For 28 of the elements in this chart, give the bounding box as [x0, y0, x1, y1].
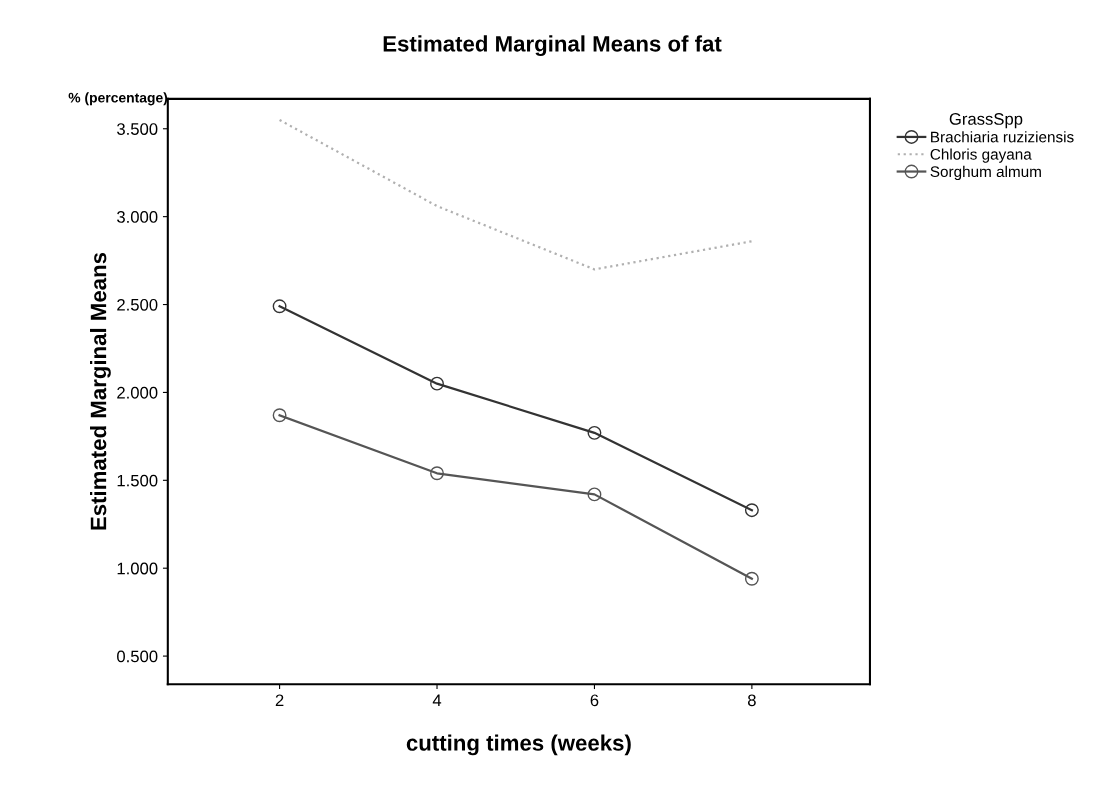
- y-axis-title: Estimated Marginal Means: [90, 252, 111, 530]
- point: [587, 425, 602, 440]
- x-axis-title: cutting times (weeks): [406, 734, 631, 756]
- y-tick-label: 1.500: [117, 474, 158, 487]
- x-tick-label: 4: [432, 694, 442, 707]
- y-tick-label: 1.000: [117, 562, 158, 575]
- y-tick-label: 2.000: [117, 386, 158, 399]
- x-tick-label: 8: [747, 694, 756, 707]
- x-tick-label: 2: [275, 694, 284, 707]
- line-series: [278, 118, 753, 271]
- point: [272, 299, 287, 314]
- text: % (percentage): [68, 92, 168, 106]
- legend-title: GrassSpp: [949, 113, 1023, 129]
- y-tick-label: 3.000: [117, 211, 158, 223]
- y-tick-label: 2.500: [117, 298, 158, 311]
- chart-title: Estimated Marginal Means of fat: [383, 35, 722, 57]
- y-tick-label: 3.500: [117, 123, 158, 135]
- point: [744, 503, 759, 518]
- x-tick-label: 6: [590, 694, 599, 707]
- legend-label: Brachiaria ruziziensis: [931, 131, 1074, 143]
- point: [587, 487, 602, 502]
- legend-label: Sorghum almum: [930, 165, 1041, 181]
- y-tick-label: 0.500: [117, 650, 158, 663]
- point: [272, 408, 287, 423]
- legend-label: Chloris gayana: [930, 148, 1032, 163]
- point: [744, 571, 759, 586]
- point: [430, 376, 444, 391]
- point: [430, 466, 444, 481]
